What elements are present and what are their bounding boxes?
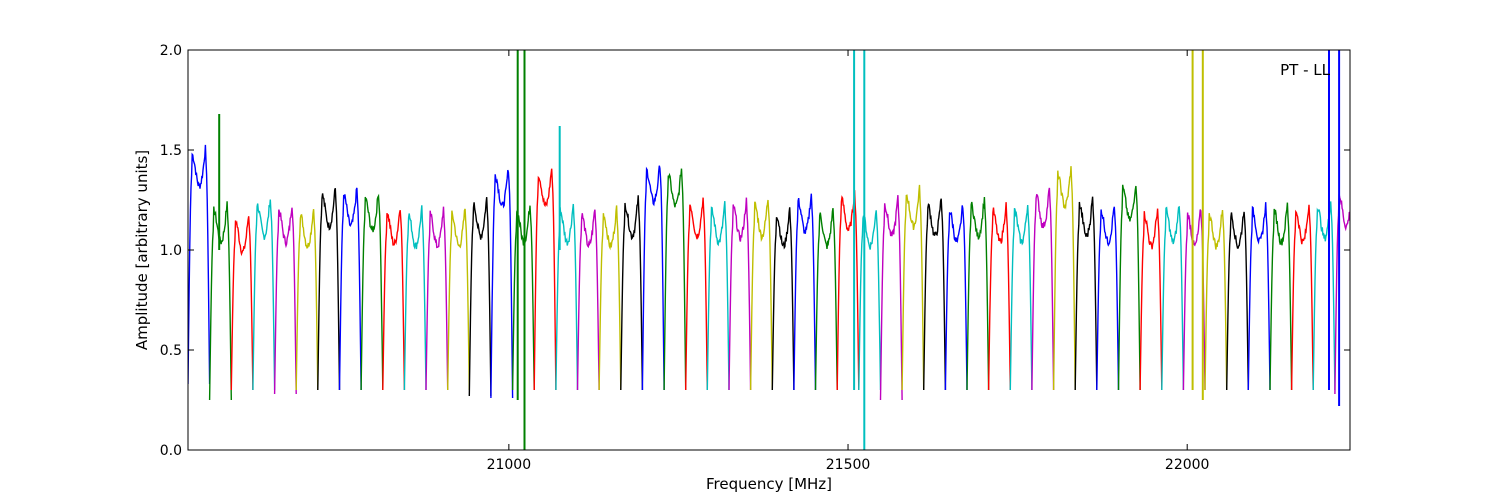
bandpass-series-line (273, 207, 297, 395)
bandpass-series-line (641, 165, 665, 391)
x-axis-label: Frequency [MHz] (706, 475, 832, 493)
bandpass-series-line (749, 199, 773, 391)
y-tick-label: 0.5 (160, 343, 182, 359)
bandpass-series-line (295, 209, 319, 391)
bandpass-series-line (1052, 166, 1076, 391)
bandpass-series-line (879, 195, 903, 401)
bandpass-series-line (836, 190, 860, 391)
bandpass-series-line (987, 202, 1011, 391)
series-layer (188, 50, 1350, 450)
bandpass-series-line (360, 193, 384, 391)
bandpass-series-line (1096, 206, 1120, 391)
bandpass-series-line (1247, 202, 1271, 391)
bandpass-series-line (1182, 209, 1206, 391)
y-tick-label: 1.0 (160, 243, 182, 259)
bandpass-series-line (706, 201, 730, 391)
bandpass-series-line (1074, 196, 1098, 391)
bandpass-series-line (403, 205, 427, 391)
bandpass-series-line (317, 187, 341, 391)
bandpass-series-line (814, 207, 838, 391)
bandpass-series-line (1139, 208, 1163, 391)
bandpass-series-line (1009, 204, 1033, 391)
bandpass-series-line (728, 197, 752, 391)
bandpass-series-line (685, 197, 708, 391)
bandpass-series-line (923, 198, 947, 391)
bandpass-series-line (944, 205, 968, 391)
x-tick-label: 22000 (1165, 457, 1210, 473)
bandpass-series-line (598, 205, 622, 391)
bandpass-series-line (901, 184, 925, 391)
bandpass-series-line (1031, 187, 1055, 391)
bandpass-series-line (188, 144, 211, 385)
tick-layer: 21000 21500 22000 0.0 0.5 1.0 1.5 2.0 (160, 43, 1350, 473)
chart-annotation: PT - LL (1280, 61, 1331, 79)
bandpass-series-line (663, 168, 687, 391)
x-tick-label: 21500 (826, 457, 871, 473)
bandpass-series-line (1290, 204, 1314, 391)
bandpass-series-line (468, 197, 492, 397)
bandpass-series-line (208, 201, 232, 401)
bandpass-series-line (793, 193, 817, 391)
bandpass-series-line (1226, 211, 1249, 391)
bandpass-series-line (252, 199, 276, 391)
y-tick-label: 2.0 (160, 43, 182, 59)
x-tick-label: 21000 (487, 457, 532, 473)
y-tick-label: 1.5 (160, 143, 182, 159)
y-tick-label: 0.0 (160, 443, 182, 459)
bandpass-series-line (858, 210, 882, 391)
bandpass-series-line (230, 216, 254, 391)
bandpass-series-line (1204, 210, 1228, 391)
bandpass-series-line (620, 195, 644, 391)
bandpass-series-line (338, 187, 362, 391)
bandpass-series-line (511, 205, 535, 391)
bandpass-series-line (576, 209, 600, 391)
bandpass-series-line (1161, 205, 1185, 391)
bandpass-series-line (1269, 202, 1293, 391)
bandpass-series-line (425, 206, 449, 391)
bandpass-series-line (533, 168, 557, 391)
bandpass-series-line (382, 210, 406, 391)
bandpass-series-line (966, 196, 990, 391)
bandpass-series-line (490, 169, 514, 399)
bandpass-series-line (771, 207, 795, 391)
y-axis-label: Amplitude [arbitrary units] (133, 150, 151, 350)
bandpass-series-line (447, 208, 470, 391)
bandpass-series-line (1312, 201, 1336, 391)
bandpass-series-line (1117, 184, 1141, 391)
